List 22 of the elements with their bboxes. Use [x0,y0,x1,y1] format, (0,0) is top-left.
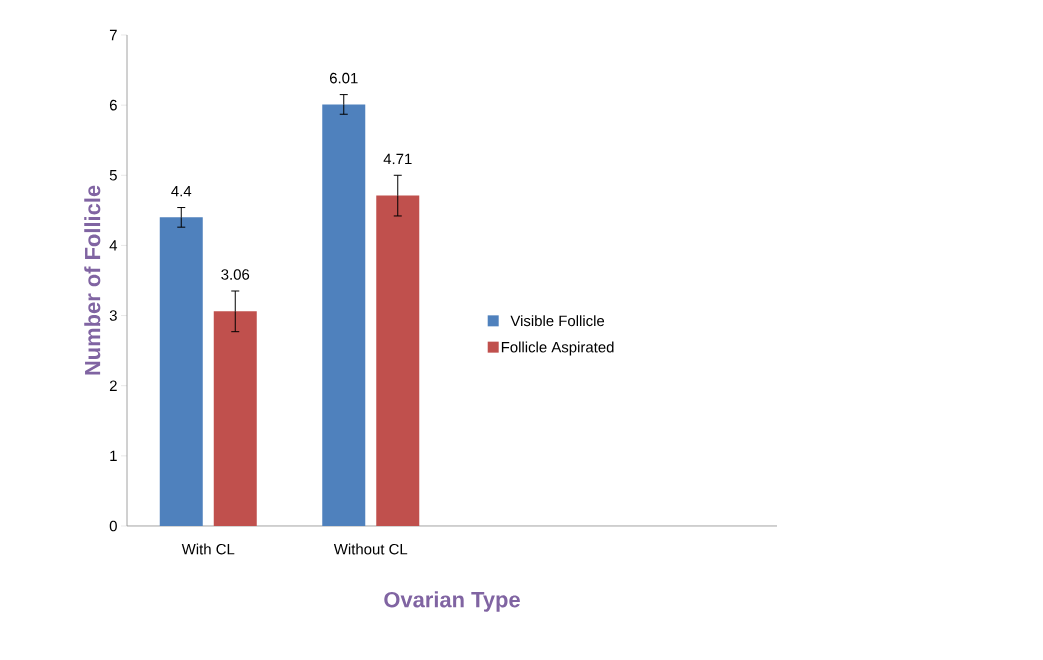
bar [159,217,203,526]
y-tick-label: 6 [109,99,117,111]
x-axis-title: Ovarian Type [384,591,520,612]
legend-label: Follicle Aspirated [501,341,614,356]
legend-label: Visible Follicle [510,315,605,327]
y-tick-label: 7 [109,29,117,41]
y-tick-label: 1 [110,450,117,461]
x-tick-label: Without CL [333,543,408,555]
y-tick-label: 2 [109,380,117,391]
data-label: 3.06 [221,269,250,280]
y-tick-label: 0 [109,520,117,532]
data-label: 4.4 [171,186,192,197]
y-tick-label: 4 [109,240,118,251]
data-label: 4.71 [383,153,412,165]
data-label: 6.01 [329,72,358,84]
bar [376,195,420,526]
y-tick-label: 3 [109,310,117,321]
y-axis-title: Number of Follicle [84,185,101,375]
bar [213,311,257,526]
y-tick-label: 5 [109,170,117,181]
bar [322,104,366,526]
x-tick-label: With CL [181,543,235,555]
